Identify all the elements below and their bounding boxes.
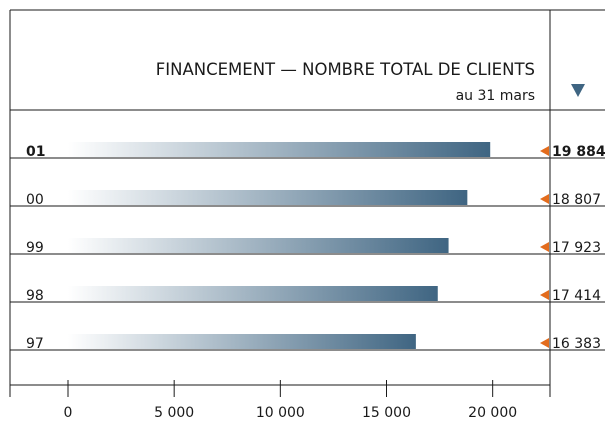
category-label: 99: [26, 240, 44, 256]
bar: [68, 286, 438, 301]
bar: [68, 142, 491, 157]
bar: [68, 238, 449, 253]
header-marker: [571, 84, 585, 97]
chart-title: FINANCEMENT — NOMBRE TOTAL DE CLIENTS: [156, 60, 535, 79]
x-tick-label: 20 000: [468, 405, 517, 421]
category-label: 97: [26, 336, 44, 352]
x-tick-label: 5 000: [154, 405, 194, 421]
value-marker: [540, 194, 549, 204]
x-tick-label: 0: [64, 405, 73, 421]
x-tick-label: 10 000: [256, 405, 305, 421]
bar: [68, 334, 416, 349]
chart-subtitle: au 31 mars: [456, 88, 535, 104]
value-label: 17 923: [552, 240, 601, 256]
value-marker: [540, 338, 549, 348]
x-tick-label: 15 000: [362, 405, 411, 421]
category-label: 01: [26, 144, 45, 160]
category-label: 98: [26, 288, 44, 304]
value-label: 16 383: [552, 336, 601, 352]
category-label: 00: [26, 192, 44, 208]
value-label: 19 884: [552, 144, 605, 160]
value-marker: [540, 242, 549, 252]
value-marker: [540, 290, 549, 300]
bar: [68, 190, 468, 205]
value-label: 17 414: [552, 288, 601, 304]
value-label: 18 807: [552, 192, 601, 208]
value-marker: [540, 146, 549, 156]
